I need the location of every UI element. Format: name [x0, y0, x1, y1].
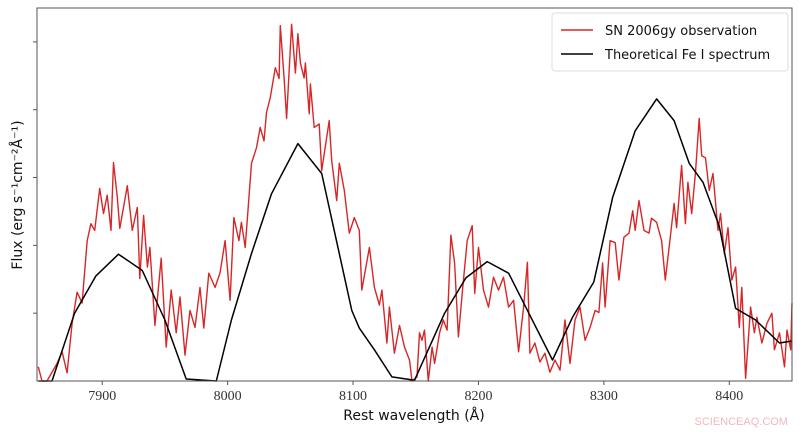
- series-line-theoretical: [38, 98, 793, 382]
- legend-box: [551, 12, 789, 72]
- x-tick-label: 8200: [464, 389, 492, 404]
- y-axis-label: Flux (erg s⁻¹cm⁻²Å⁻¹): [9, 120, 26, 269]
- x-tick-label: 8000: [214, 389, 242, 404]
- legend-label-observation: SN 2006gy observation: [605, 24, 757, 39]
- plot-frame: [36, 7, 793, 382]
- x-tick-label: 8100: [339, 389, 367, 404]
- watermark: SCIENCEAQ.COM: [694, 416, 788, 428]
- series-line-observation: [37, 23, 793, 382]
- x-tick-label: 7900: [88, 389, 116, 404]
- legend: SN 2006gy observation Theoretical Fe I s…: [551, 12, 789, 72]
- x-tick-label: 8400: [715, 389, 743, 404]
- axis-ticks: 7900 8000 8100 8200 8300 8400: [33, 41, 743, 404]
- x-tick-label: 8300: [590, 389, 618, 404]
- x-axis-label: Rest wavelength (Å): [343, 407, 484, 424]
- legend-label-theoretical: Theoretical Fe I spectrum: [604, 48, 770, 63]
- series-lines: [37, 23, 793, 382]
